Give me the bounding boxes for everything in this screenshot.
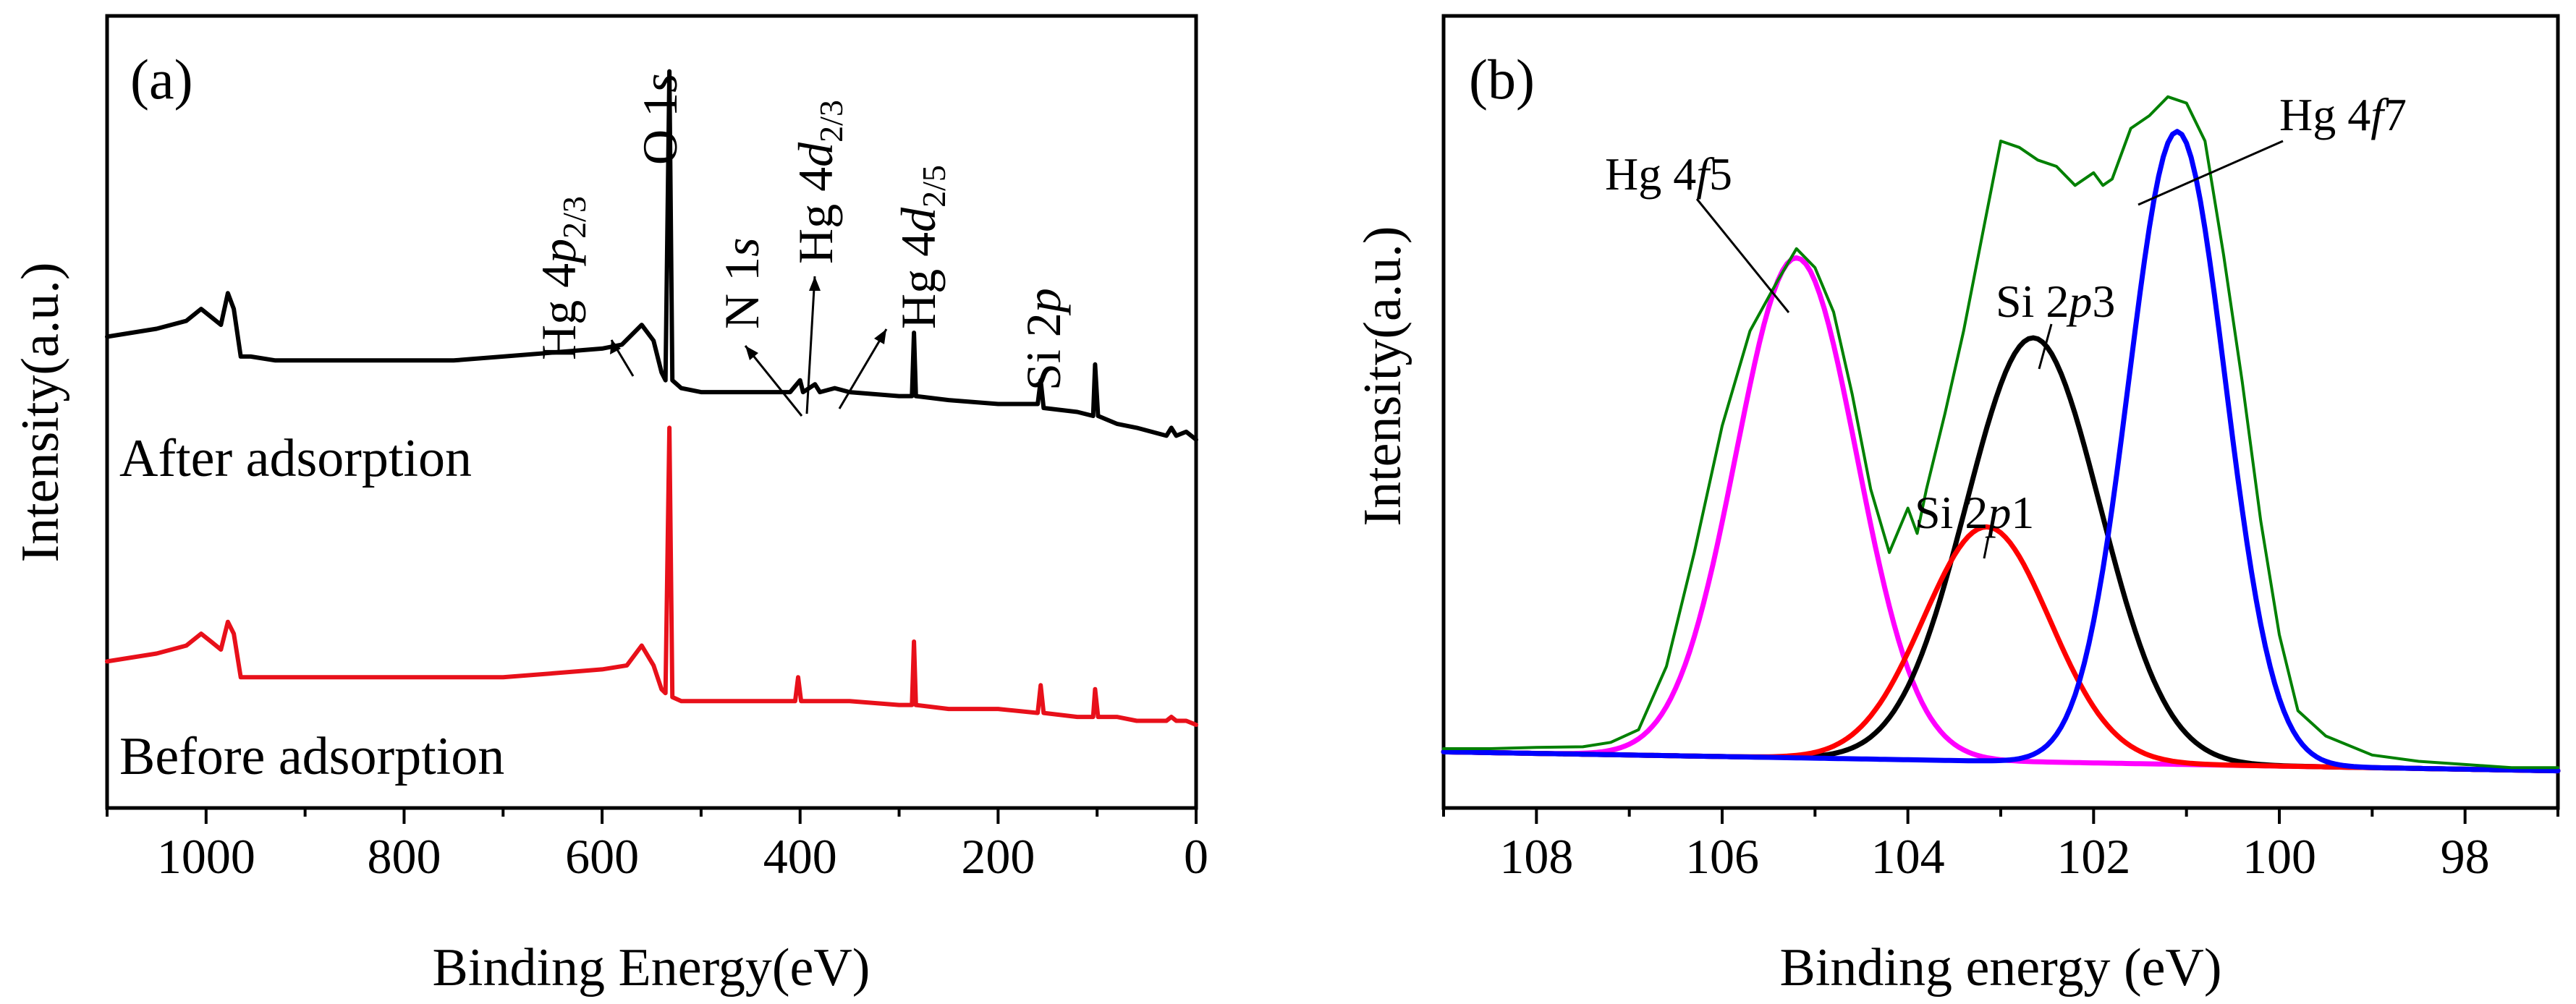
a-tick-label: 600	[565, 829, 639, 884]
series-label-before: Before adsorption	[119, 727, 504, 786]
panel-a-ylabel: Intensity(a.u.)	[11, 262, 70, 562]
peak-label-hg4f5: Hg 4f5	[1605, 148, 1732, 200]
panel-b-series	[1441, 95, 2561, 774]
panel-a-label: (a)	[130, 48, 193, 111]
panel-a-frame	[105, 14, 1198, 810]
panel-a: 1000 800 600 400 200 0 (a) Binding Energy(eV)…	[11, 14, 1208, 997]
series-after-adsorption	[105, 69, 1198, 442]
b-tick-label: 102	[2056, 829, 2130, 884]
arrow-hg4p-head	[610, 340, 621, 354]
panel-b-label: (b)	[1469, 48, 1535, 111]
peak-si-2p3	[1441, 335, 2561, 774]
leader-si2p1	[1983, 536, 1990, 559]
panel-b-ylabel: Intensity(a.u.)	[1353, 226, 1412, 526]
leader-hg4f5	[1695, 198, 1790, 313]
panel-a-xlabel: Binding Energy(eV)	[433, 938, 870, 997]
arrow-hg4d23	[805, 276, 816, 414]
a-tick-label: 800	[367, 829, 441, 884]
panel-b-xlabel: Binding energy (eV)	[1779, 938, 2221, 997]
peak-hg-4f7	[1441, 129, 2561, 774]
annotation-hg4d23: Hg 4d2/3	[788, 100, 850, 264]
annotation-o1s: O 1s	[632, 73, 687, 165]
arrow-hg4d23-head	[809, 276, 821, 291]
a-tick-label: 200	[961, 829, 1035, 884]
measured-spectrum	[1442, 95, 2559, 770]
panel-b: 108 106 104 102 100 98 (b) Binding energy (eV…	[1353, 14, 2561, 997]
b-tick-label: 98	[2441, 829, 2490, 884]
arrow-hg4d25	[838, 328, 888, 409]
arrow-n1s	[744, 345, 803, 417]
leader-hg4f7	[2138, 140, 2284, 206]
annotation-si2p: Si 2p	[1016, 288, 1071, 391]
peak-si-2p1	[1441, 524, 2561, 774]
panel-b-x-tick-labels: 108 106 104 102 100 98	[1499, 829, 2489, 884]
b-tick-label: 104	[1871, 829, 1945, 884]
panel-b-x-ticks	[1442, 808, 2559, 824]
panel-a-series	[105, 69, 1198, 727]
annotation-arrows	[610, 276, 888, 417]
arrow-n1s-head	[745, 346, 758, 360]
peak-label-si2p1: Si 2p1	[1915, 487, 2034, 538]
a-tick-label: 0	[1184, 829, 1208, 884]
a-tick-label: 1000	[157, 829, 255, 884]
annotation-hg4d25: Hg 4d2/5	[891, 165, 952, 329]
b-tick-label: 100	[2242, 829, 2316, 884]
peak-label-si2p3: Si 2p3	[1996, 276, 2115, 327]
panel-a-x-ticks	[106, 808, 1198, 824]
peak-label-hg4f7: Hg 4f7	[2279, 89, 2407, 140]
panel-a-x-tick-labels: 1000 800 600 400 200 0	[157, 829, 1208, 884]
a-tick-label: 400	[763, 829, 837, 884]
b-tick-label: 108	[1499, 829, 1573, 884]
b-tick-label: 106	[1685, 829, 1759, 884]
annotation-n1s: N 1s	[714, 237, 769, 329]
leader-si2p3	[2038, 323, 2053, 370]
arrow-hg4d25-head	[874, 329, 886, 344]
annotation-hg4p: Hg 4p2/3	[531, 196, 593, 360]
series-label-after: After adsorption	[119, 429, 472, 488]
series-before-adsorption	[105, 425, 1198, 727]
